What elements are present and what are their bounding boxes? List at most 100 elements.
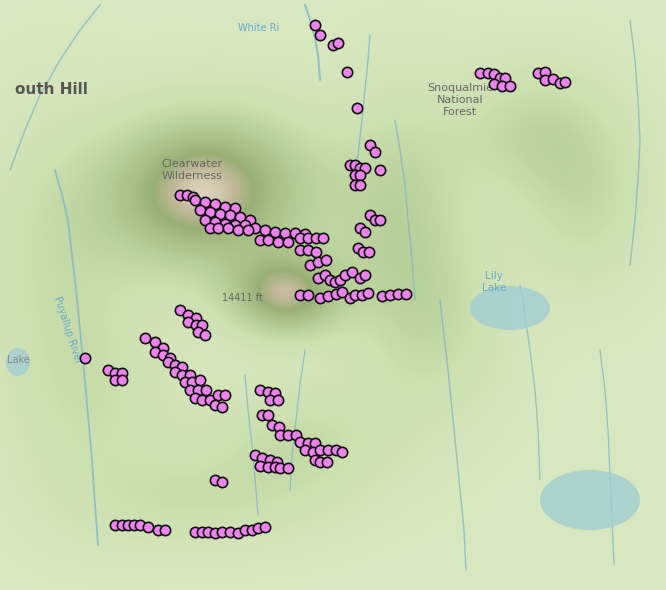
- Point: [80, 353, 91, 363]
- Point: [539, 76, 550, 85]
- Point: [331, 445, 342, 455]
- Point: [355, 223, 366, 232]
- Ellipse shape: [470, 286, 550, 330]
- Point: [202, 527, 213, 537]
- Point: [375, 215, 386, 225]
- Point: [182, 317, 193, 327]
- Point: [355, 171, 366, 180]
- Point: [266, 420, 277, 430]
- Point: [360, 270, 370, 280]
- Point: [337, 447, 348, 457]
- Point: [539, 67, 550, 77]
- Point: [335, 276, 346, 285]
- Point: [320, 270, 330, 280]
- Point: [210, 217, 220, 227]
- Point: [360, 227, 370, 237]
- Point: [264, 455, 275, 465]
- Point: [174, 305, 185, 314]
- Point: [270, 463, 280, 472]
- Point: [204, 395, 215, 405]
- Point: [310, 233, 321, 242]
- Point: [270, 388, 280, 398]
- Point: [331, 289, 342, 299]
- Point: [555, 78, 565, 88]
- Point: [123, 520, 133, 530]
- Point: [110, 368, 121, 378]
- Point: [246, 525, 257, 535]
- Point: [176, 362, 187, 372]
- Point: [282, 463, 293, 473]
- Point: [234, 212, 245, 222]
- Point: [188, 192, 198, 202]
- Point: [140, 333, 151, 343]
- Point: [190, 320, 201, 330]
- Point: [310, 438, 320, 448]
- Point: [214, 209, 225, 219]
- Point: [314, 293, 325, 303]
- Point: [182, 191, 192, 200]
- Point: [262, 463, 273, 472]
- Ellipse shape: [6, 348, 30, 376]
- Point: [174, 191, 185, 200]
- Point: [196, 527, 207, 537]
- Point: [256, 410, 267, 419]
- Point: [350, 181, 360, 190]
- Point: [192, 385, 203, 395]
- Text: 14411 ft: 14411 ft: [222, 293, 262, 303]
- Point: [342, 67, 352, 77]
- Point: [216, 527, 227, 537]
- Point: [262, 410, 273, 419]
- Point: [500, 73, 510, 83]
- Point: [505, 81, 515, 91]
- Point: [352, 103, 362, 113]
- Point: [401, 289, 412, 299]
- Point: [260, 225, 270, 235]
- Point: [252, 523, 263, 533]
- Point: [190, 195, 200, 205]
- Point: [302, 438, 313, 448]
- Point: [103, 365, 113, 375]
- Point: [290, 228, 300, 238]
- Point: [240, 525, 250, 535]
- Point: [294, 233, 305, 242]
- Point: [204, 223, 215, 232]
- Point: [220, 202, 230, 212]
- Point: [170, 360, 180, 370]
- Point: [230, 220, 240, 230]
- Point: [220, 219, 230, 229]
- Point: [143, 522, 153, 532]
- Point: [357, 290, 368, 300]
- Point: [364, 247, 374, 257]
- Point: [250, 223, 260, 232]
- Point: [310, 455, 320, 465]
- Text: outh Hill: outh Hill: [15, 82, 88, 97]
- Point: [163, 358, 173, 367]
- Point: [559, 77, 570, 87]
- Text: White Ri: White Ri: [238, 23, 279, 33]
- Point: [135, 520, 145, 530]
- Point: [186, 377, 197, 386]
- Text: Lake: Lake: [7, 355, 29, 365]
- Point: [310, 247, 321, 257]
- Point: [312, 273, 323, 283]
- Point: [184, 385, 195, 395]
- Point: [262, 235, 273, 245]
- Point: [290, 430, 301, 440]
- Point: [272, 237, 283, 247]
- Point: [210, 528, 220, 537]
- Point: [170, 368, 180, 377]
- Point: [314, 445, 325, 455]
- Point: [355, 163, 366, 173]
- Point: [153, 525, 163, 535]
- Point: [256, 453, 267, 463]
- Point: [302, 245, 313, 255]
- Point: [274, 430, 285, 440]
- Point: [230, 204, 240, 213]
- Point: [350, 290, 360, 300]
- Point: [489, 69, 500, 78]
- Point: [200, 330, 210, 340]
- Point: [200, 215, 210, 225]
- Point: [370, 215, 380, 225]
- Point: [192, 327, 203, 337]
- Point: [533, 68, 543, 78]
